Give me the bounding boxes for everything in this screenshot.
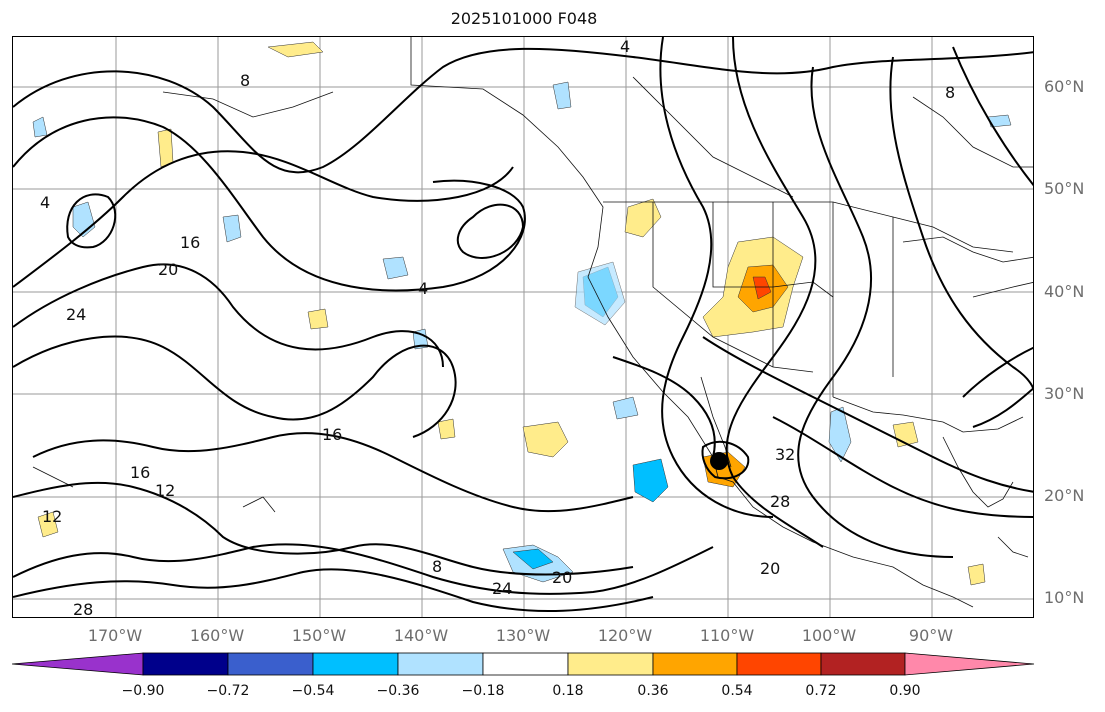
lon-label-130w: 130°W (495, 626, 551, 645)
lon-label-90w: 90°W (908, 626, 954, 645)
hurricane-position-dot (710, 452, 728, 470)
map-title: 2025101000 F048 (450, 9, 598, 28)
lat-label-60n: 60°N (1044, 77, 1085, 96)
colorbar-segment (567, 652, 654, 676)
shaded-field (32, 41, 1012, 586)
colorbar-tick: 0.18 (552, 683, 584, 699)
colorbar-segment (227, 652, 314, 676)
map-panel[interactable] (12, 36, 1034, 618)
lat-label-50n: 50°N (1044, 179, 1085, 198)
lat-label-40n: 40°N (1044, 282, 1085, 301)
contours (13, 37, 1033, 613)
colorbar-segment (397, 652, 484, 676)
colorbar-tick: −0.36 (376, 683, 420, 699)
lat-label-10n: 10°N (1044, 588, 1085, 607)
colorbar-tick: −0.18 (461, 683, 505, 699)
colorbar-tick: 0.72 (805, 683, 837, 699)
lon-label-100w: 100°W (801, 626, 857, 645)
lon-label-160w: 160°W (189, 626, 245, 645)
colorbar (12, 652, 1035, 676)
colorbar-segment (820, 652, 906, 676)
colorbar-segment (652, 652, 738, 676)
lon-label-120w: 120°W (597, 626, 653, 645)
colorbar-extend-low (12, 652, 144, 676)
coastlines (32, 37, 1033, 608)
colorbar-tick: 0.54 (721, 683, 753, 699)
colorbar-tick: −0.90 (121, 683, 165, 699)
colorbar-tick: 0.90 (889, 683, 921, 699)
colorbar-segment (482, 652, 569, 676)
lon-label-170w: 170°W (87, 626, 143, 645)
colorbar-tick: −0.54 (291, 683, 335, 699)
map-canvas (13, 37, 1033, 617)
colorbar-tick: −0.72 (206, 683, 250, 699)
lon-label-110w: 110°W (699, 626, 755, 645)
colorbar-tick: 0.36 (637, 683, 669, 699)
colorbar-segments (12, 652, 1035, 676)
colorbar-segment (312, 652, 399, 676)
colorbar-extend-high (904, 652, 1035, 676)
lon-label-150w: 150°W (291, 626, 347, 645)
graticule (13, 37, 1033, 617)
colorbar-segment (142, 652, 229, 676)
lon-label-140w: 140°W (393, 626, 449, 645)
lat-label-20n: 20°N (1044, 486, 1085, 505)
lat-label-30n: 30°N (1044, 384, 1085, 403)
colorbar-segment (736, 652, 822, 676)
